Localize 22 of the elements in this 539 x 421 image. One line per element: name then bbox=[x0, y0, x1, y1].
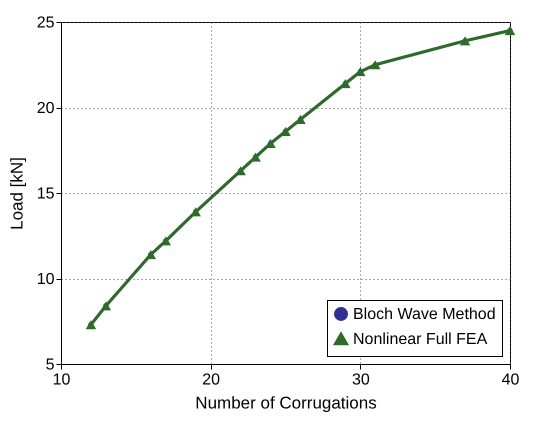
x-tick-label: 20 bbox=[202, 372, 220, 388]
point bbox=[340, 79, 351, 88]
legend-label: Bloch Wave Method bbox=[353, 306, 496, 323]
point bbox=[100, 301, 112, 310]
point bbox=[370, 60, 381, 70]
point bbox=[504, 26, 516, 36]
y-tick-label: 15 bbox=[36, 186, 55, 202]
y-tick-label: 25 bbox=[36, 14, 55, 32]
point bbox=[460, 36, 470, 46]
legend-label: Nonlinear Full FEA bbox=[353, 331, 488, 348]
y-tick-label: 10 bbox=[36, 271, 55, 288]
x-tick-label: 10 bbox=[52, 372, 70, 388]
point bbox=[86, 320, 96, 330]
point bbox=[146, 250, 156, 260]
x-tick-label: 40 bbox=[502, 372, 520, 388]
point bbox=[160, 236, 172, 246]
x-axis-title: Number of Corrugations bbox=[195, 394, 377, 412]
point bbox=[355, 67, 366, 76]
y-tick-label: 5 bbox=[46, 356, 55, 374]
y-tick-label: 20 bbox=[36, 100, 55, 117]
y-axis-title: Load [kN] bbox=[8, 157, 27, 230]
x-tick-label: 30 bbox=[352, 372, 370, 388]
